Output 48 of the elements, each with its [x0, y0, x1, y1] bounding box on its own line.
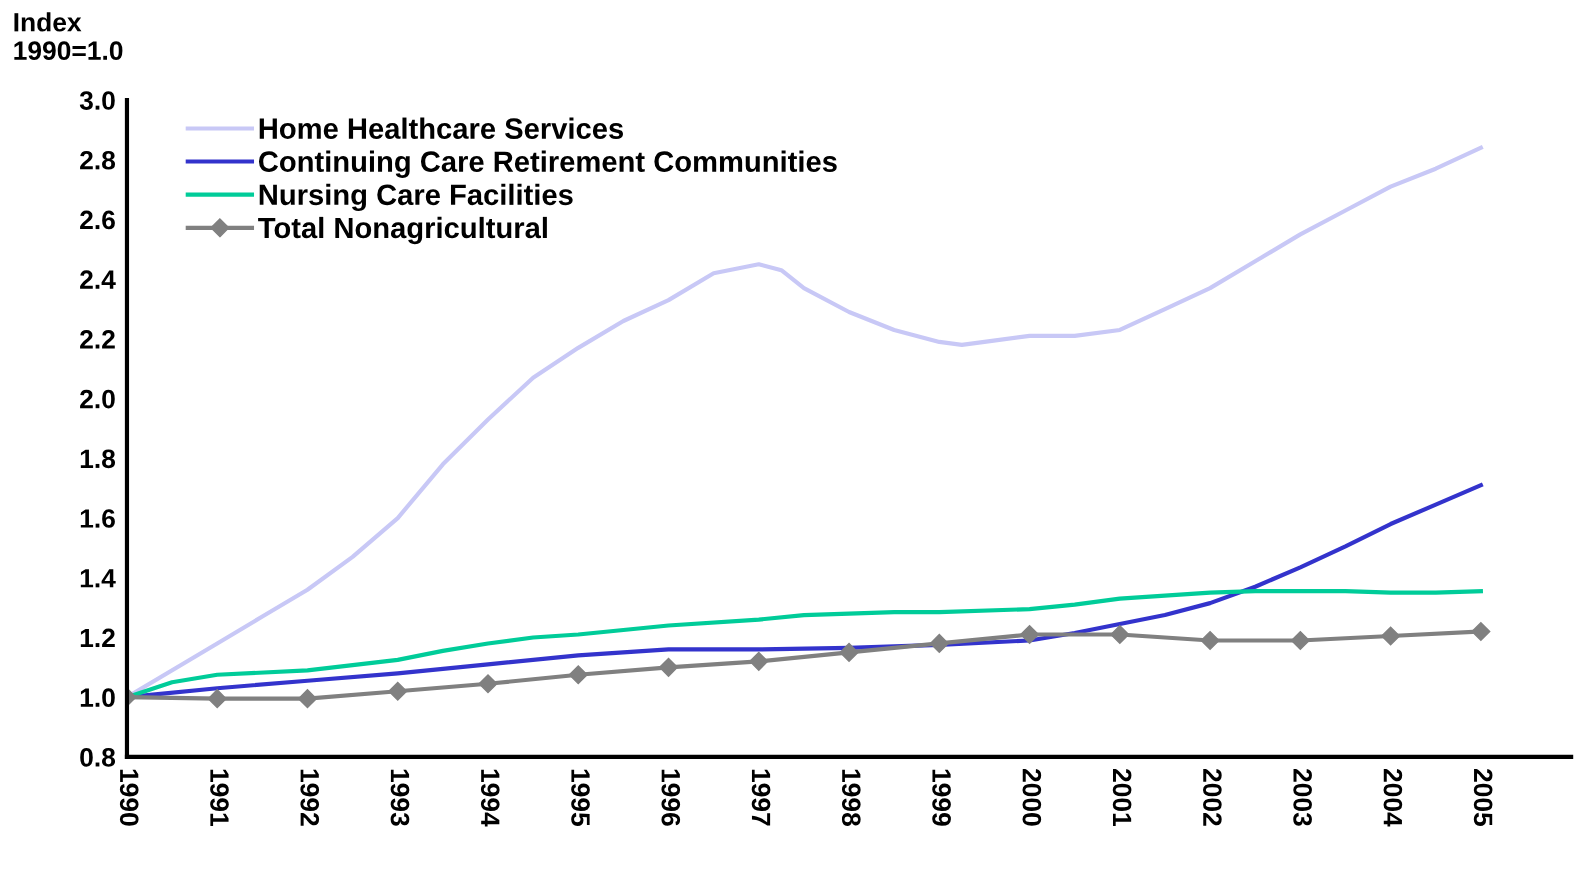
point — [478, 674, 498, 694]
point — [749, 651, 769, 671]
x-tick-label: 1994 — [480, 769, 500, 827]
point — [568, 665, 588, 685]
point — [388, 681, 408, 701]
legend-label: Continuing Care Retirement Communities — [258, 150, 837, 178]
x-tick-label: 1998 — [841, 769, 861, 826]
y-tick-label: 1.2 — [80, 628, 115, 648]
point — [1200, 630, 1220, 650]
point — [1471, 621, 1491, 642]
legend-label: Nursing Care Facilities — [259, 183, 573, 212]
point — [297, 689, 318, 709]
y-tick-label: 1.4 — [80, 569, 116, 588]
x-tick-label: 1997 — [751, 769, 771, 826]
y-axis-title: Index 1990=1.0 — [14, 12, 123, 61]
x-tick-label: 1992 — [300, 769, 320, 826]
y-tick-label: 2.2 — [80, 330, 115, 349]
point — [207, 689, 227, 709]
x-tick-label: 1999 — [932, 769, 951, 826]
point — [1110, 624, 1130, 645]
y-tick-label: 1.6 — [80, 509, 115, 528]
x-tick-label: 2001 — [1112, 768, 1132, 826]
y-tick-label: 2.6 — [80, 210, 115, 230]
point — [839, 642, 859, 662]
x-tick-label: 2000 — [1022, 768, 1042, 826]
x-tick-label: 2003 — [1293, 768, 1312, 826]
y-tick-label: 0.8 — [80, 748, 116, 767]
legend-label: Home Healthcare Services — [259, 117, 623, 139]
x-tick-label: 1990 — [119, 769, 139, 826]
point — [1020, 624, 1040, 645]
x-tick-label: 1996 — [661, 769, 681, 826]
y-tick-label: 1.8 — [80, 449, 116, 469]
y-tick-label: 2.4 — [80, 270, 116, 289]
point — [929, 633, 949, 653]
x-tick-label: 1995 — [571, 769, 590, 826]
legend-label: Total Nonagricultural — [258, 216, 547, 245]
y-tick-label: 3.0 — [79, 91, 115, 110]
point — [658, 657, 679, 677]
x-tick-label: 1991 — [210, 769, 229, 826]
y-tick-label: 1.0 — [80, 688, 115, 708]
y-tick-label: 2.8 — [80, 150, 116, 170]
x-tick-label: 1993 — [390, 769, 410, 826]
point — [1381, 626, 1401, 646]
point — [1290, 630, 1310, 650]
y-tick-label: 2.0 — [80, 389, 115, 409]
x-tick-label: 2004 — [1383, 768, 1403, 827]
x-tick-label: 2005 — [1473, 768, 1493, 826]
x-tick-label: 2002 — [1203, 768, 1222, 826]
